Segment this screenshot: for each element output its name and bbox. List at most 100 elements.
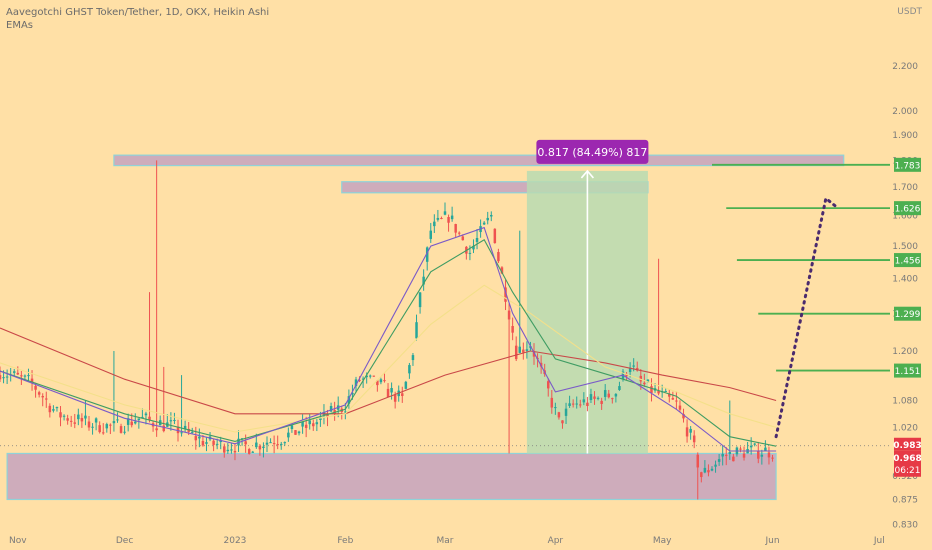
candle-body [329,406,333,412]
candle [596,396,600,401]
candle [276,435,279,450]
candle [344,402,347,420]
candle-body [87,421,91,428]
ema-line-0 [0,327,777,415]
candle-body [728,452,732,454]
x-tick-label: Nov [9,536,27,546]
candle [80,413,84,428]
candle-body [212,440,215,445]
candle [518,230,522,354]
candle [269,438,272,444]
candle [433,214,436,234]
candle-body [682,414,685,419]
candle [126,413,130,432]
candle-body [144,413,148,416]
candle [436,209,440,222]
candle [514,336,518,362]
candle [732,453,735,462]
candle [625,372,628,381]
candle [475,228,479,250]
candle-body [422,276,425,285]
chart-title[interactable]: Aavegotchi GHST Token/Tether, 1D, OKX, H… [6,7,270,18]
last-price-tag [894,450,921,477]
candle-body [472,245,475,250]
candle [511,317,514,341]
candle [294,430,297,435]
candle [45,391,48,408]
projection-path [774,195,839,439]
candle [162,366,166,433]
candle-body [561,420,564,424]
candle-body [443,211,447,215]
candle-body [137,418,141,421]
candle [290,424,294,433]
candle [226,443,230,454]
target-tag-label: 1.626 [895,205,921,215]
candle-body [0,375,2,380]
x-tick-label: 2023 [224,536,247,546]
candle [158,415,162,426]
candle-body [689,428,692,433]
candle-body [753,443,756,445]
candle [116,412,119,423]
candle [233,443,237,461]
candle [568,395,571,408]
candle-body [724,454,728,456]
candle [611,397,614,404]
indicator-label[interactable]: EMAs [6,20,33,31]
candle-body [579,404,582,406]
candle [689,426,692,440]
candle [593,391,596,405]
candle-body [126,418,130,425]
candle [493,228,497,244]
candle-body [30,378,34,383]
candle [668,389,671,403]
candle-body [760,454,764,457]
x-tick-label: Mar [437,536,454,546]
candle-body [589,394,593,401]
candle [109,423,112,435]
candle-body [255,442,258,448]
x-tick-label: Apr [548,536,564,546]
candle-body [62,415,66,417]
candle [671,391,675,400]
candle [144,411,148,425]
candle [333,401,336,421]
candle [411,353,415,366]
candle [112,350,116,432]
candle [55,406,59,412]
candle [194,426,198,450]
candle-body [304,424,308,428]
candle-body [696,454,700,468]
candle [561,420,564,429]
candle [283,441,287,446]
last-price-label: 0.968 [893,454,921,464]
candle-body [91,426,94,428]
candle-body [368,375,372,377]
candle-body [593,396,596,399]
candle-body [475,237,479,242]
candle [326,409,329,427]
candle [760,449,764,465]
candle-body [600,400,603,404]
candle [721,445,724,466]
candle-body [269,442,272,444]
candle [703,460,707,474]
candle [575,396,578,409]
candle [134,413,137,425]
candle-body [700,472,703,478]
candle-body [497,252,500,262]
measure-label: 0.817 (84.49%) 817 [537,146,647,159]
candle [600,397,603,410]
candle-body [493,228,497,244]
candle-body [657,390,660,394]
candle-body [607,393,611,398]
candle-body [582,399,586,403]
candle [73,413,77,429]
candle [91,423,94,435]
candle [94,417,98,431]
candle-body [703,467,707,473]
candle [287,427,290,442]
